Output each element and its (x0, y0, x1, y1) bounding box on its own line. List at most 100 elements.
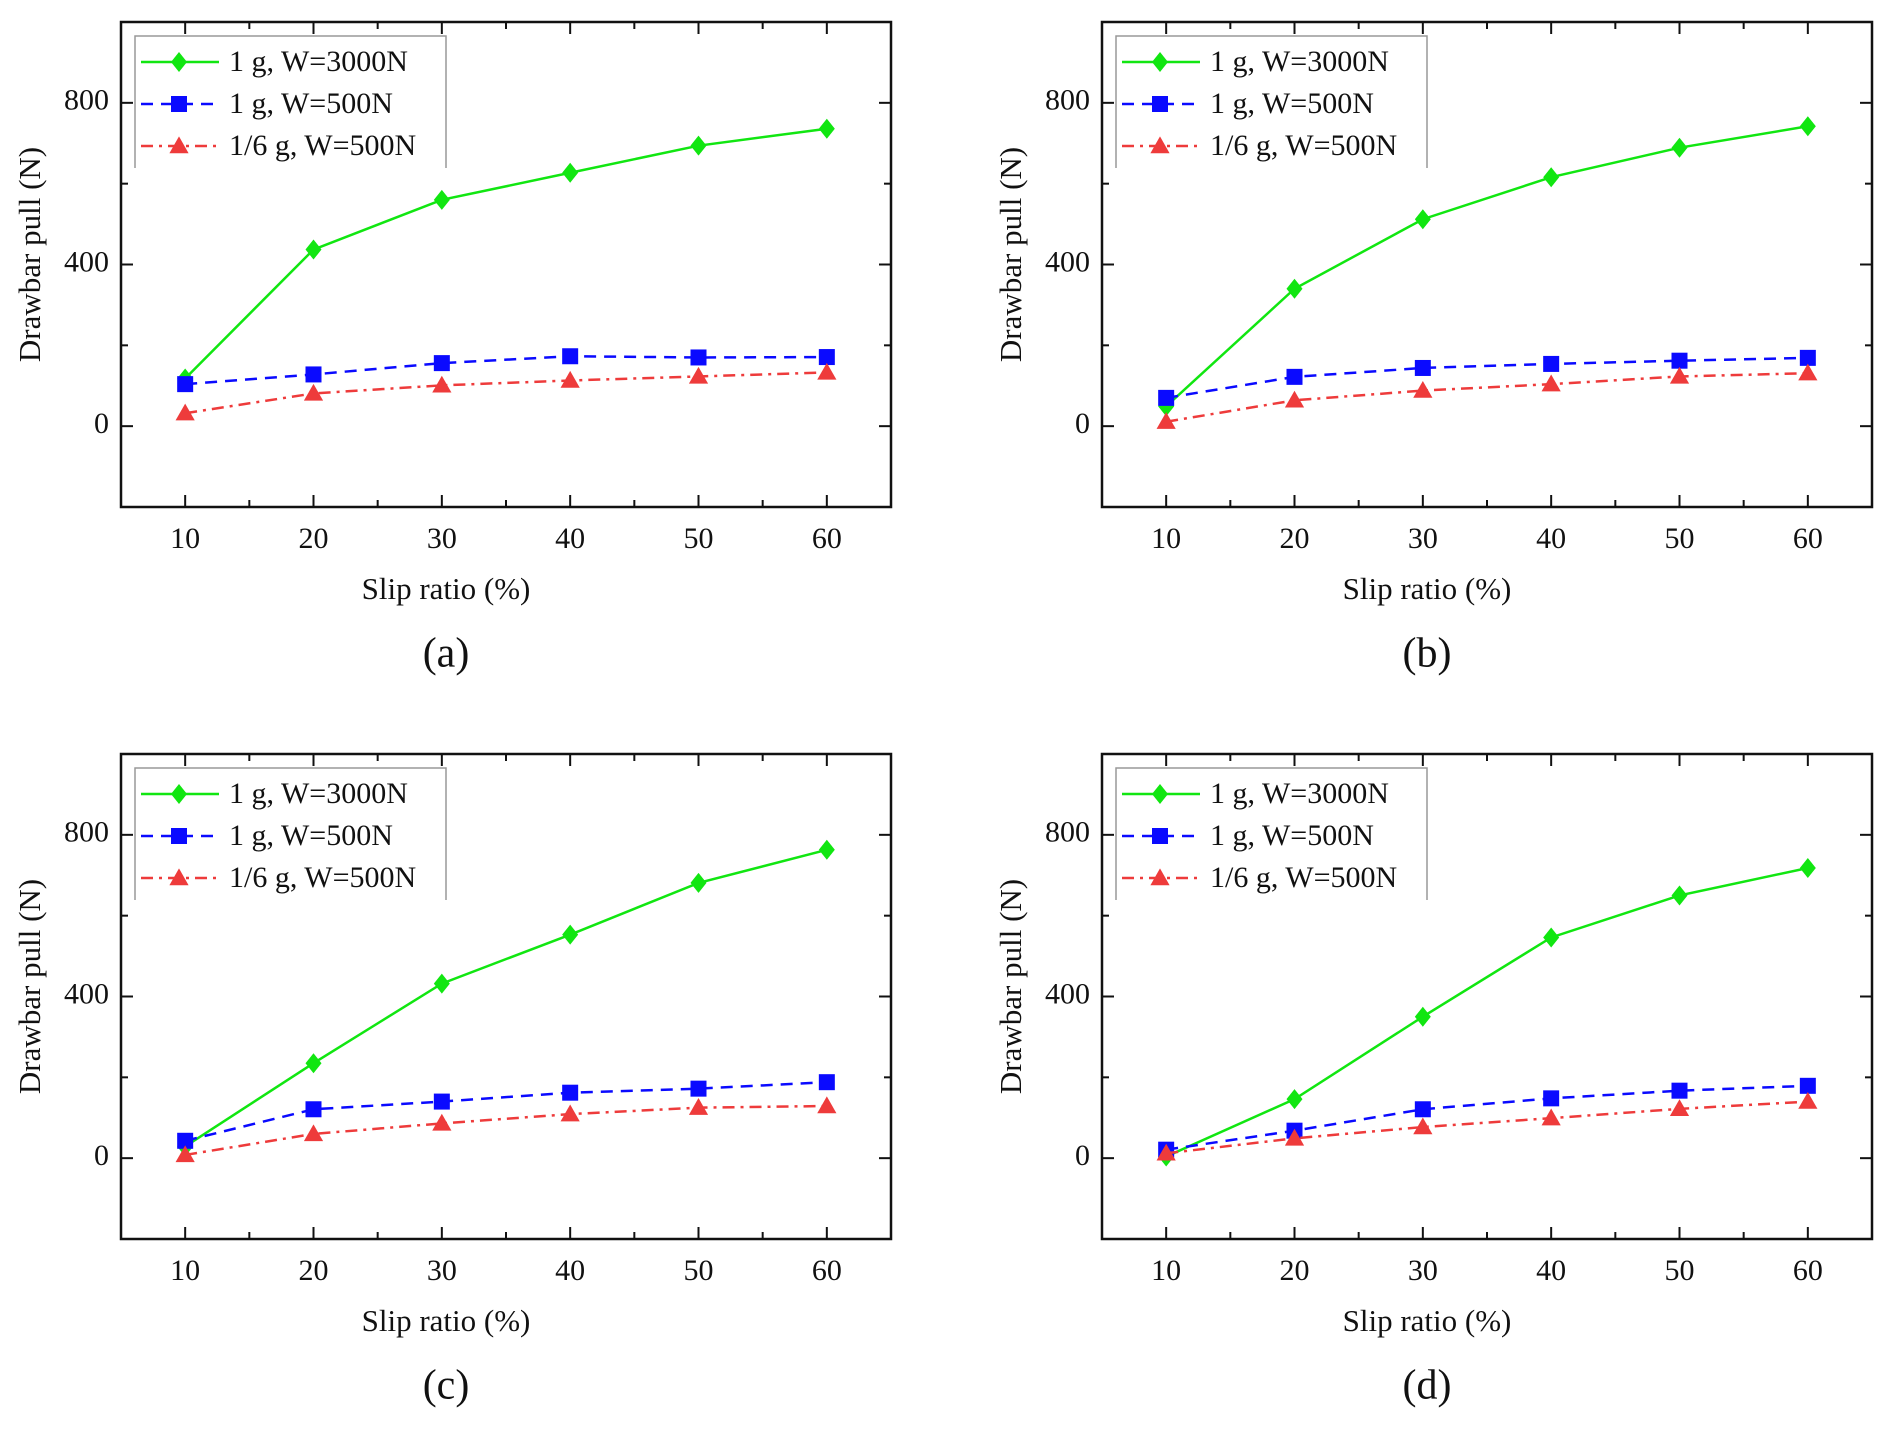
data-point (1158, 389, 1175, 406)
legend: 1 g, W=3000N 1 g, W=500N 1/6 g, W=500N (134, 767, 447, 900)
y-tick-label: 400 (64, 245, 109, 278)
series-line (184, 1104, 827, 1157)
y-tick-label: 400 (1045, 977, 1090, 1010)
legend-label: 1 g, W=500N (229, 819, 393, 852)
panel-d: 10 20 30 40 50 60 0 400 800 Slip ratio (%) Drawbar… (993, 752, 1874, 1409)
data-point (177, 1132, 194, 1149)
series-line (184, 848, 828, 1148)
x-tick-label: 10 (1151, 522, 1181, 555)
x-tick-label: 60 (1793, 1254, 1823, 1287)
legend-marker (1152, 828, 1168, 844)
legend-frame (134, 767, 447, 900)
legend-marker (171, 52, 187, 72)
series-2 (1156, 1091, 1818, 1161)
data-point (303, 1124, 324, 1142)
x-tick-label: 50 (684, 522, 714, 555)
x-tick-label: 20 (1280, 1254, 1310, 1287)
data-point (560, 370, 580, 388)
data-point (1799, 349, 1816, 366)
legend-label: 1/6 g, W=500N (229, 129, 416, 162)
series-1 (177, 1074, 835, 1149)
y-tick-label: 800 (64, 816, 109, 849)
y-tick-label: 0 (94, 1139, 109, 1172)
series-line (1165, 371, 1808, 423)
data-point (1286, 1089, 1303, 1110)
y-axis-label: Drawbar pull (N) (12, 879, 47, 1094)
legend-marker (1150, 136, 1170, 154)
data-point (690, 135, 707, 156)
data-point (818, 1074, 835, 1091)
panel-b: 10 20 30 40 50 60 0 400 800 Slip ratio (%) Drawbar… (993, 20, 1874, 677)
data-point (818, 349, 835, 366)
y-axis-label: Drawbar pull (N) (993, 147, 1028, 362)
data-point (1414, 359, 1431, 376)
legend-frame (1115, 767, 1428, 900)
x-tick-label: 60 (812, 1254, 842, 1287)
data-point (1286, 278, 1303, 299)
legend: 1 g, W=3000N 1 g, W=500N 1/6 g, W=500N (1115, 767, 1428, 900)
legend-marker (1150, 868, 1170, 886)
legend-label: 1 g, W=3000N (1210, 777, 1389, 810)
x-axis-label: Slip ratio (%) (1343, 571, 1512, 606)
y-tick-label: 0 (94, 407, 109, 440)
data-point (1799, 1077, 1816, 1094)
y-tick-label: 0 (1075, 407, 1090, 440)
legend-marker (171, 828, 187, 844)
legend-label: 1 g, W=3000N (229, 45, 408, 78)
data-point (562, 162, 579, 183)
data-point (1413, 1117, 1433, 1135)
data-point (562, 348, 579, 365)
x-tick-label: 50 (1665, 522, 1695, 555)
data-point (1541, 374, 1561, 392)
data-point (305, 239, 322, 260)
series-line (1165, 356, 1808, 400)
x-tick-label: 20 (1280, 522, 1310, 555)
series-line (184, 371, 827, 415)
legend-label: 1/6 g, W=500N (1210, 129, 1397, 162)
data-point (305, 366, 322, 383)
data-point (303, 383, 324, 401)
legend-marker (1152, 784, 1168, 804)
x-axis-label: Slip ratio (%) (362, 571, 531, 606)
panel-a: 10 20 30 40 50 60 0 400 800 Slip ratio (%) Drawbar… (12, 20, 893, 677)
y-tick-label: 0 (1075, 1139, 1090, 1172)
data-point (1414, 1101, 1431, 1118)
series-line (185, 354, 827, 386)
panel-label: (c) (423, 1363, 470, 1409)
data-point (305, 1053, 322, 1074)
data-point (1284, 390, 1305, 408)
series-1 (1158, 349, 1816, 406)
data-point (1543, 1090, 1560, 1107)
data-point (1671, 885, 1688, 906)
data-point (1671, 1082, 1688, 1099)
x-tick-label: 40 (555, 522, 585, 555)
data-point (1669, 366, 1690, 384)
panel-label: (d) (1403, 1363, 1452, 1409)
data-point (1414, 209, 1431, 230)
legend-marker (169, 136, 189, 154)
x-tick-label: 10 (1151, 1254, 1181, 1287)
data-point (432, 375, 452, 393)
legend-label: 1/6 g, W=500N (229, 861, 416, 894)
series-1 (1158, 1077, 1816, 1158)
x-tick-label: 20 (299, 1254, 329, 1287)
data-point (1156, 1143, 1176, 1161)
data-point (1284, 1128, 1305, 1146)
legend-marker (169, 868, 189, 886)
data-point (1541, 1108, 1561, 1126)
series-2 (1156, 363, 1818, 429)
data-point (1414, 1006, 1431, 1027)
panel-c: 10 20 30 40 50 60 0 400 800 Slip ratio (%) Drawbar… (12, 752, 893, 1409)
x-tick-label: 40 (1536, 1254, 1566, 1287)
x-tick-label: 50 (684, 1254, 714, 1287)
data-point (560, 1104, 580, 1122)
x-tick-label: 30 (427, 522, 457, 555)
data-point (690, 1080, 707, 1097)
legend-marker (1152, 96, 1168, 112)
data-point (1671, 137, 1688, 158)
legend-frame (134, 35, 447, 168)
x-tick-label: 10 (170, 522, 200, 555)
data-point (175, 1145, 195, 1163)
y-tick-label: 800 (1045, 816, 1090, 849)
